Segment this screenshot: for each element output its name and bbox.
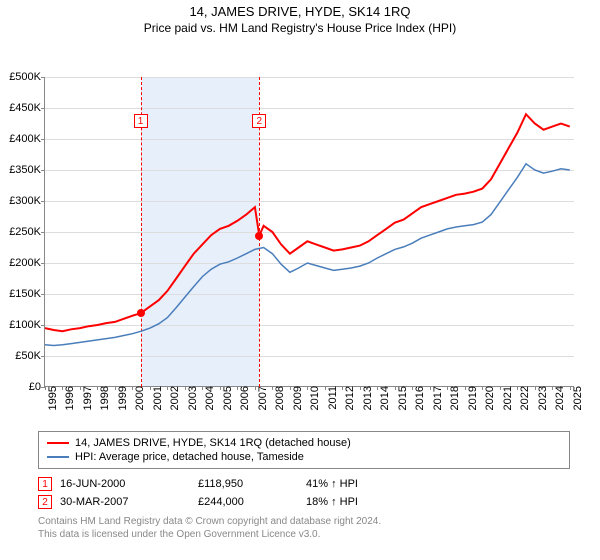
- chart-container: £0 £50K £100K £150K £200K £250K £300K £350K £400…: [0, 35, 600, 427]
- x-tick-label: 2008: [272, 386, 286, 410]
- x-tick-label: 2014: [377, 386, 391, 410]
- series-line: [45, 114, 570, 331]
- x-tick-label: 2010: [307, 386, 321, 410]
- x-tick-label: 2019: [465, 386, 479, 410]
- sale-dot: [137, 309, 145, 317]
- plot-area: £0£50K£100K£150K£200K£250K£300K£350K£400…: [44, 77, 574, 387]
- y-tick-label: £300K: [9, 195, 45, 207]
- footer-line-1: Contains HM Land Registry data © Crown c…: [38, 515, 570, 528]
- legend-box: 14, JAMES DRIVE, HYDE, SK14 1RQ (detache…: [38, 431, 570, 469]
- title-block: 14, JAMES DRIVE, HYDE, SK14 1RQ Price pa…: [0, 0, 600, 35]
- legend-block: 14, JAMES DRIVE, HYDE, SK14 1RQ (detache…: [38, 431, 570, 469]
- legend-swatch: [47, 442, 69, 444]
- x-tick-label: 1998: [97, 386, 111, 410]
- x-tick-label: 2020: [482, 386, 496, 410]
- sale-price: £118,950: [198, 478, 298, 490]
- y-tick-label: £350K: [9, 164, 45, 176]
- x-tick-label: 2023: [535, 386, 549, 410]
- y-tick-label: £500K: [9, 71, 45, 83]
- legend-row: HPI: Average price, detached house, Tame…: [47, 450, 561, 464]
- x-tick-label: 2001: [150, 386, 164, 410]
- x-tick-label: 2011: [325, 386, 339, 410]
- chart-subtitle: Price paid vs. HM Land Registry's House …: [0, 21, 600, 35]
- x-tick-label: 2022: [517, 386, 531, 410]
- x-tick-label: 2002: [167, 386, 181, 410]
- sale-hpi-pct: 18% ↑ HPI: [306, 496, 406, 508]
- sale-dot: [255, 232, 263, 240]
- sale-hpi-pct: 41% ↑ HPI: [306, 478, 406, 490]
- sale-marker-number: 1: [38, 477, 52, 491]
- legend-swatch: [47, 456, 69, 458]
- x-tick-label: 2005: [220, 386, 234, 410]
- footer: Contains HM Land Registry data © Crown c…: [38, 515, 570, 541]
- marker-label: 2: [252, 114, 266, 128]
- sale-row: 1 16-JUN-2000 £118,950 41% ↑ HPI: [38, 475, 570, 493]
- x-tick-label: 1997: [80, 386, 94, 410]
- x-tick-label: 2000: [132, 386, 146, 410]
- x-tick-label: 2024: [552, 386, 566, 410]
- x-tick-label: 2021: [500, 386, 514, 410]
- x-tick-label: 2016: [412, 386, 426, 410]
- sales-table: 1 16-JUN-2000 £118,950 41% ↑ HPI 2 30-MAR-200…: [38, 475, 570, 511]
- x-tick-label: 2018: [447, 386, 461, 410]
- y-tick-label: £200K: [9, 257, 45, 269]
- legend-label: HPI: Average price, detached house, Tame…: [75, 451, 304, 463]
- sale-price: £244,000: [198, 496, 298, 508]
- marker-label: 1: [134, 114, 148, 128]
- y-tick-label: £400K: [9, 133, 45, 145]
- chart-title: 14, JAMES DRIVE, HYDE, SK14 1RQ: [0, 4, 600, 19]
- x-tick-label: 2004: [202, 386, 216, 410]
- x-tick-label: 2012: [342, 386, 356, 410]
- legend-row: 14, JAMES DRIVE, HYDE, SK14 1RQ (detache…: [47, 436, 561, 450]
- legend-label: 14, JAMES DRIVE, HYDE, SK14 1RQ (detache…: [75, 437, 351, 449]
- y-tick-label: £50K: [15, 350, 45, 362]
- y-tick-label: £450K: [9, 102, 45, 114]
- sale-row: 2 30-MAR-2007 £244,000 18% ↑ HPI: [38, 493, 570, 511]
- sale-date: 30-MAR-2007: [60, 496, 190, 508]
- sale-date: 16-JUN-2000: [60, 478, 190, 490]
- x-tick-label: 2009: [290, 386, 304, 410]
- y-tick-label: £250K: [9, 226, 45, 238]
- x-tick-label: 2017: [430, 386, 444, 410]
- sale-marker-number: 2: [38, 495, 52, 509]
- footer-line-2: This data is licensed under the Open Gov…: [38, 528, 570, 541]
- y-tick-label: £100K: [9, 319, 45, 331]
- x-tick-label: 1995: [45, 386, 59, 410]
- x-tick-label: 2003: [185, 386, 199, 410]
- x-tick-label: 2013: [360, 386, 374, 410]
- y-tick-label: £0: [29, 381, 45, 393]
- series-svg: [45, 77, 575, 387]
- y-tick-label: £150K: [9, 288, 45, 300]
- x-tick-label: 2007: [255, 386, 269, 410]
- x-tick-label: 2015: [395, 386, 409, 410]
- x-tick-label: 2006: [237, 386, 251, 410]
- x-tick-label: 1999: [115, 386, 129, 410]
- x-tick-label: 1996: [62, 386, 76, 410]
- x-tick-label: 2025: [570, 386, 584, 410]
